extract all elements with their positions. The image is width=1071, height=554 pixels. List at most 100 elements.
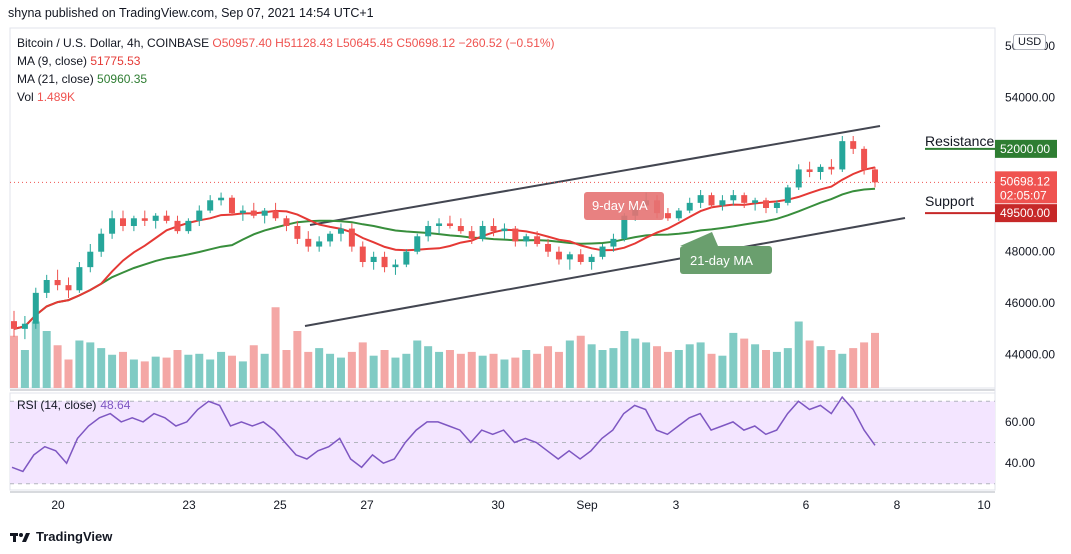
candle-body[interactable]: [479, 226, 486, 239]
rsi-label[interactable]: RSI (14, close): [17, 398, 97, 412]
candle-body[interactable]: [414, 236, 421, 252]
footer-brand[interactable]: TradingView: [10, 529, 112, 544]
channel-lower-line[interactable]: [304, 217, 906, 327]
candle-body[interactable]: [534, 236, 541, 244]
candle-body[interactable]: [566, 254, 573, 260]
candle-body[interactable]: [250, 210, 257, 216]
candle-body[interactable]: [795, 169, 802, 188]
candle-body[interactable]: [228, 197, 235, 214]
candle-body[interactable]: [719, 200, 726, 206]
volume-bar: [151, 356, 160, 388]
candle-body[interactable]: [359, 246, 366, 262]
time-tick-label: 23: [182, 498, 196, 512]
candle-body[interactable]: [207, 200, 214, 211]
ma21-label[interactable]: MA (21, close): [17, 72, 94, 86]
candle-body[interactable]: [817, 166, 824, 172]
candle-body[interactable]: [861, 148, 868, 170]
candle-body[interactable]: [294, 226, 301, 239]
candle-body[interactable]: [839, 141, 846, 170]
candle-body[interactable]: [664, 213, 671, 219]
candle-body[interactable]: [283, 218, 290, 226]
candle-body[interactable]: [32, 292, 39, 324]
candle-body[interactable]: [11, 321, 17, 329]
currency-button[interactable]: USD: [1013, 34, 1047, 50]
candle-body[interactable]: [152, 215, 159, 221]
candle-body[interactable]: [218, 197, 225, 201]
price-tick-label: 44000.00: [1005, 348, 1055, 362]
candle-body[interactable]: [752, 200, 759, 203]
candle-body[interactable]: [545, 244, 552, 252]
candle-body[interactable]: [468, 231, 475, 239]
candle-body[interactable]: [872, 169, 878, 183]
candle-body[interactable]: [305, 238, 312, 247]
candle-body[interactable]: [784, 187, 791, 203]
rsi-line[interactable]: [11, 395, 876, 473]
candle-body[interactable]: [610, 238, 617, 247]
candle-body[interactable]: [806, 169, 813, 172]
candle-body[interactable]: [773, 202, 780, 208]
candle-body[interactable]: [523, 236, 530, 242]
ma9-label[interactable]: MA (9, close): [17, 54, 88, 68]
candle-body[interactable]: [708, 195, 715, 206]
volume-bar: [554, 351, 563, 388]
candle-body[interactable]: [446, 223, 453, 226]
candle-body[interactable]: [87, 251, 94, 268]
candle-body[interactable]: [109, 218, 116, 234]
candle-body[interactable]: [163, 215, 170, 221]
candle-body[interactable]: [828, 166, 835, 170]
candle-body[interactable]: [119, 218, 126, 226]
candle-body[interactable]: [370, 256, 377, 262]
candle-body[interactable]: [741, 195, 748, 203]
candle-body[interactable]: [261, 210, 268, 216]
candle-body[interactable]: [141, 218, 148, 221]
ma9-line[interactable]: [13, 166, 876, 330]
candle-body[interactable]: [512, 228, 519, 242]
volume-label[interactable]: Vol: [17, 90, 34, 104]
candle-body[interactable]: [76, 267, 83, 291]
candle-body[interactable]: [697, 195, 704, 203]
candle-body[interactable]: [337, 228, 344, 234]
candle-body[interactable]: [272, 210, 279, 219]
candle-body[interactable]: [599, 246, 606, 257]
candle-body[interactable]: [730, 195, 737, 201]
volume-bar: [663, 351, 672, 388]
candle-body[interactable]: [555, 251, 562, 260]
volume-bar: [685, 344, 694, 388]
candle-body[interactable]: [686, 202, 693, 211]
symbol-title[interactable]: Bitcoin / U.S. Dollar, 4h, COINBASE: [17, 36, 210, 50]
candle-body[interactable]: [174, 220, 181, 232]
candle-body[interactable]: [65, 285, 72, 291]
candle-body[interactable]: [457, 226, 464, 232]
candle-body[interactable]: [403, 251, 410, 265]
candle-body[interactable]: [98, 233, 105, 252]
ohlc-open: O50957.40: [212, 36, 272, 50]
candle-body[interactable]: [392, 264, 399, 268]
channel-upper-line[interactable]: [309, 125, 881, 226]
candle-body[interactable]: [763, 200, 770, 208]
candle-body[interactable]: [348, 228, 355, 247]
candle-body[interactable]: [675, 210, 682, 219]
candle-body[interactable]: [130, 218, 137, 226]
candle-body[interactable]: [316, 241, 323, 247]
candle-body[interactable]: [54, 280, 61, 286]
candle-body[interactable]: [185, 220, 192, 232]
candle-body[interactable]: [850, 141, 857, 149]
candle-body[interactable]: [490, 226, 497, 232]
candle-body[interactable]: [436, 223, 443, 226]
candle-body[interactable]: [327, 233, 334, 242]
candle-body[interactable]: [577, 254, 584, 262]
candle-body[interactable]: [588, 256, 595, 262]
ma21-line[interactable]: [13, 187, 876, 330]
tradingview-logo-icon: [10, 532, 30, 542]
volume-bar: [347, 351, 356, 388]
candle-body[interactable]: [196, 210, 203, 221]
volume-bar: [565, 340, 574, 388]
candle-body[interactable]: [43, 280, 50, 293]
candle-body[interactable]: [21, 323, 28, 329]
candle-body[interactable]: [381, 256, 388, 268]
candle-body[interactable]: [501, 228, 508, 232]
candle-body[interactable]: [621, 215, 628, 239]
candle-body[interactable]: [239, 210, 246, 214]
candle-body[interactable]: [425, 226, 432, 237]
